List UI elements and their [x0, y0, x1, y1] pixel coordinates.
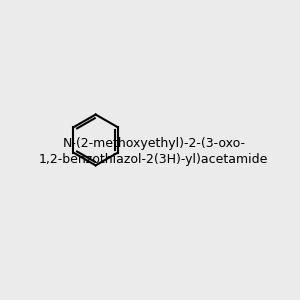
Text: N-(2-methoxyethyl)-2-(3-oxo-
1,2-benzothiazol-2(3H)-yl)acetamide: N-(2-methoxyethyl)-2-(3-oxo- 1,2-benzoth… [39, 137, 268, 166]
